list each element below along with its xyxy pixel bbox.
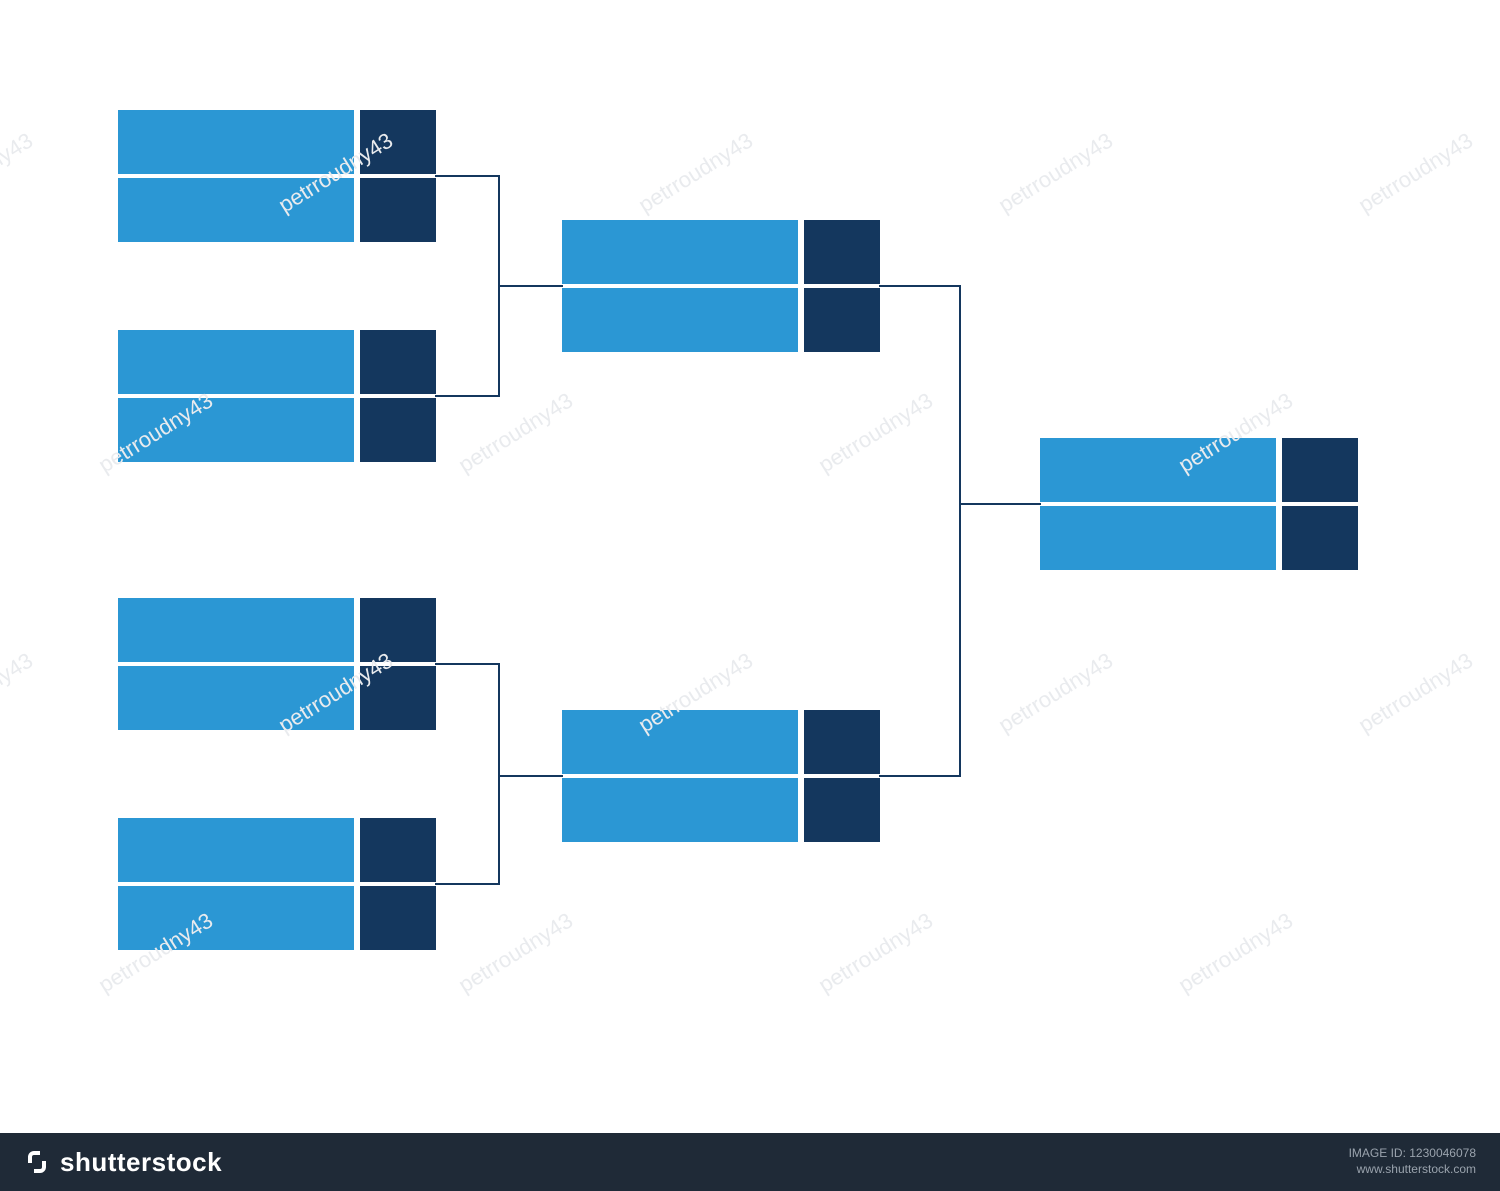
watermark-text: petrroudny43 (814, 908, 938, 999)
score-cell (360, 886, 436, 950)
match-row (562, 288, 880, 352)
match-row (118, 598, 436, 662)
round2-match-1 (562, 220, 880, 352)
footer-logo: shutterstock (24, 1147, 222, 1178)
footer-meta: IMAGE ID: 1230046078 www.shutterstock.co… (1349, 1146, 1476, 1177)
score-cell (804, 288, 880, 352)
shutterstock-icon (24, 1149, 50, 1175)
team-name-cell (562, 778, 798, 842)
score-cell (360, 818, 436, 882)
watermark-text: petrroudny43 (994, 128, 1118, 219)
match-row (118, 330, 436, 394)
score-cell (360, 598, 436, 662)
team-name-cell (562, 288, 798, 352)
score-cell (1282, 506, 1358, 570)
team-name-cell (1040, 506, 1276, 570)
score-cell (360, 178, 436, 242)
team-name-cell (562, 220, 798, 284)
score-cell (360, 398, 436, 462)
score-cell (804, 710, 880, 774)
match-row (562, 778, 880, 842)
match-row (118, 818, 436, 882)
team-name-cell (118, 598, 354, 662)
score-cell (1282, 438, 1358, 502)
score-cell (804, 778, 880, 842)
footer-site: www.shutterstock.com (1349, 1162, 1476, 1178)
round2-match-2 (562, 710, 880, 842)
match-row (562, 710, 880, 774)
watermark-text: petrroudny43 (0, 648, 37, 739)
team-name-cell (118, 818, 354, 882)
watermark-text: petrroudny43 (994, 648, 1118, 739)
team-name-cell (118, 110, 354, 174)
footer-bar: shutterstock IMAGE ID: 1230046078 www.sh… (0, 1133, 1500, 1191)
watermark-text: petrroudny43 (0, 128, 37, 219)
watermark-text: petrroudny43 (454, 908, 578, 999)
watermark-text: petrroudny43 (1354, 648, 1478, 739)
footer-brand-text: shutterstock (60, 1147, 222, 1178)
match-row (1040, 506, 1358, 570)
team-name-cell (118, 330, 354, 394)
footer-image-id: IMAGE ID: 1230046078 (1349, 1146, 1476, 1162)
match-row (118, 178, 436, 242)
round1-match-1 (118, 110, 436, 242)
score-cell (360, 330, 436, 394)
watermark-text: petrroudny43 (814, 388, 938, 479)
score-cell (804, 220, 880, 284)
watermark-text: petrroudny43 (1174, 908, 1298, 999)
match-row (562, 220, 880, 284)
team-name-cell (1040, 438, 1276, 502)
round1-match-2 (118, 330, 436, 462)
watermark-text: petrroudny43 (1354, 128, 1478, 219)
bracket-canvas: petrroudny43 petrroudny43 petrroudny43 petr… (0, 0, 1500, 1191)
watermark-text: petrroudny43 (634, 128, 758, 219)
team-name-cell (562, 710, 798, 774)
watermark-text: petrroudny43 (454, 388, 578, 479)
